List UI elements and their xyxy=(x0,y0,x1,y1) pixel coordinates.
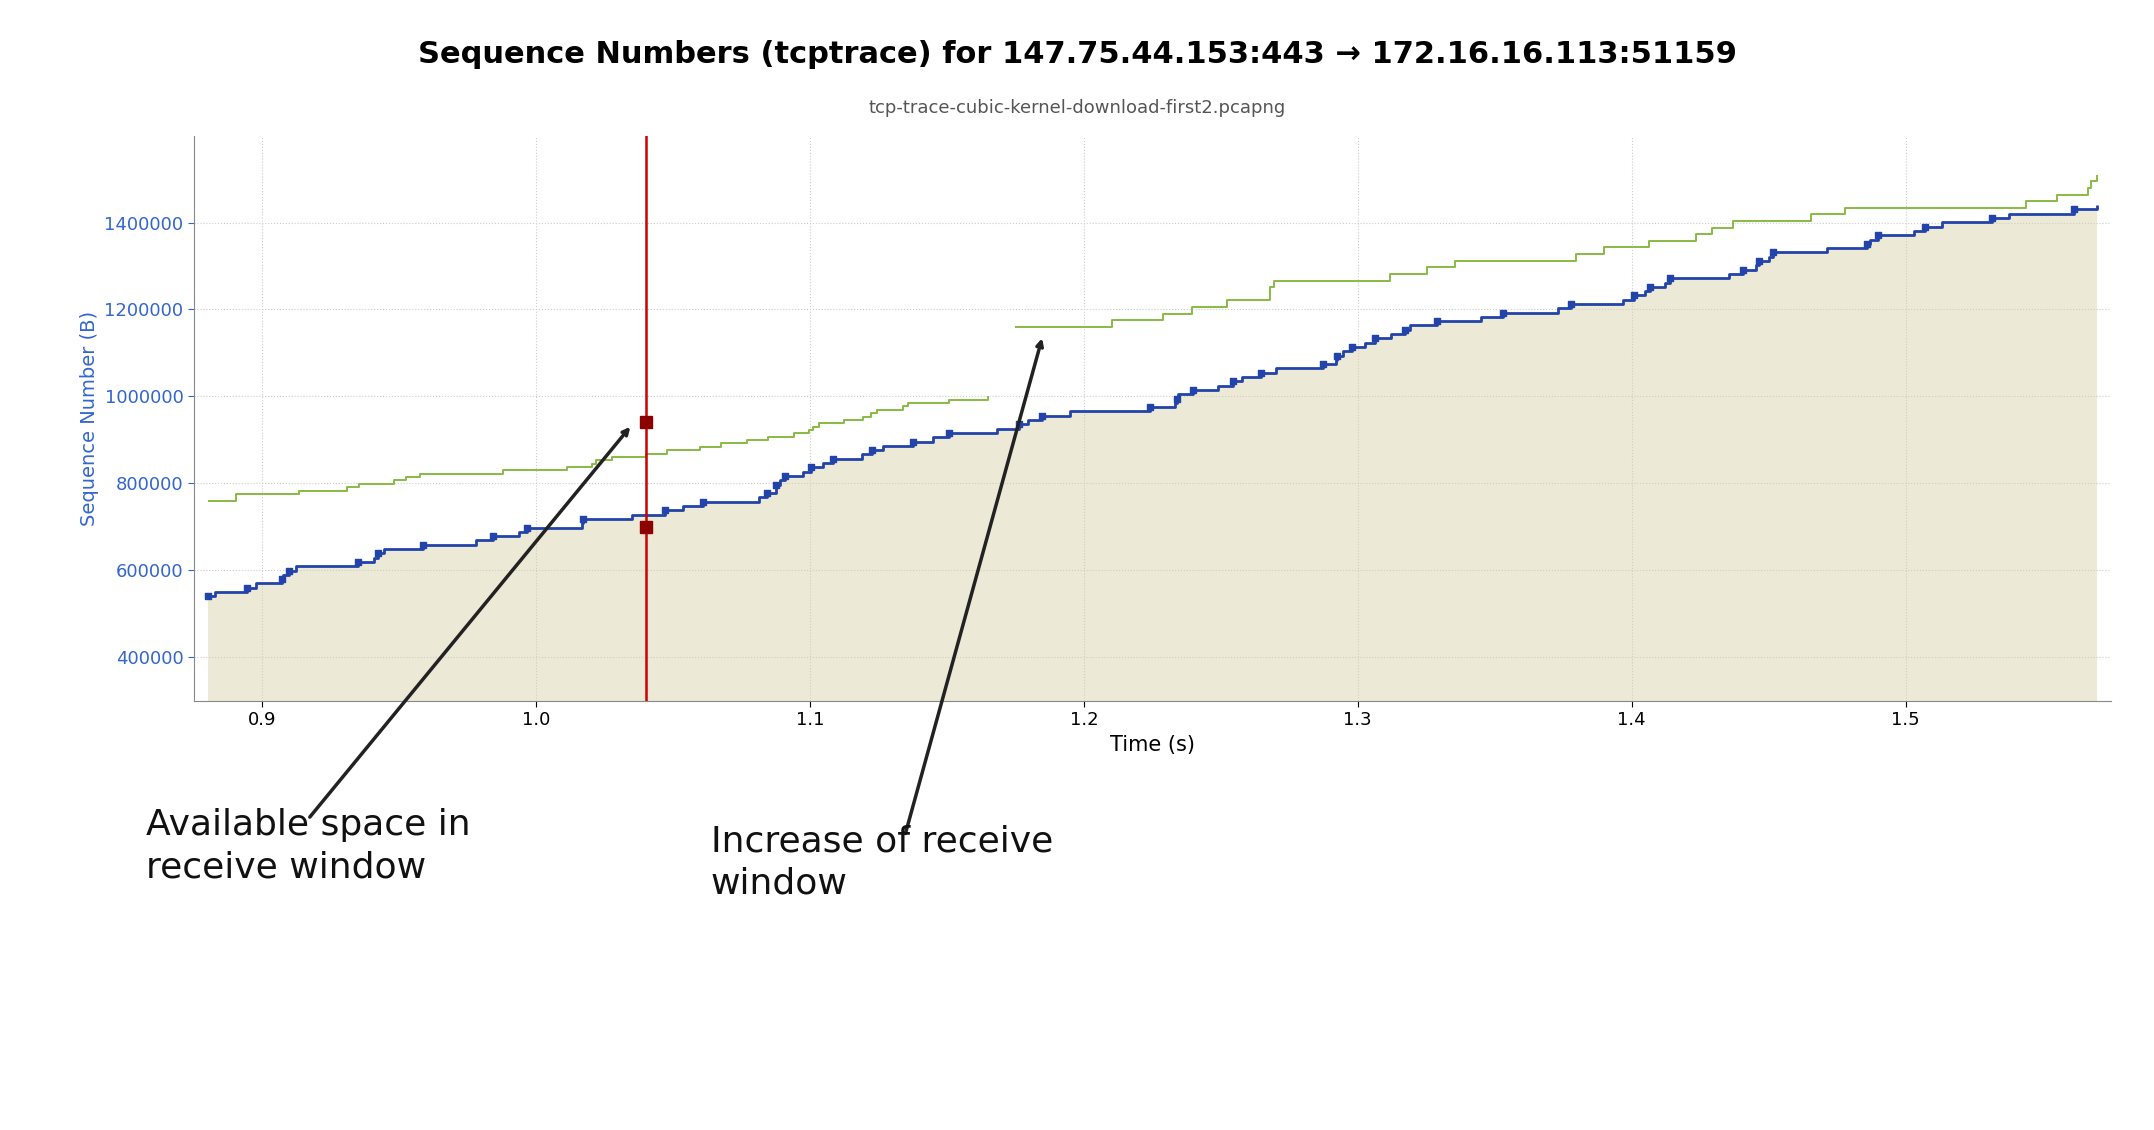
Point xyxy=(1756,243,1790,261)
Point xyxy=(1486,304,1521,322)
Point xyxy=(1335,338,1370,356)
Point xyxy=(265,570,299,588)
Point xyxy=(933,424,967,442)
Point xyxy=(648,502,683,520)
Point xyxy=(1305,355,1340,373)
Y-axis label: Sequence Number (B): Sequence Number (B) xyxy=(80,311,99,525)
Point xyxy=(1633,278,1667,296)
Point xyxy=(758,476,793,494)
Point xyxy=(1419,312,1454,330)
Point xyxy=(1908,218,1943,236)
Point xyxy=(340,553,375,571)
Point xyxy=(405,536,439,554)
Point xyxy=(271,562,306,580)
Point xyxy=(510,519,545,537)
Point xyxy=(567,510,601,528)
Text: tcp-trace-cubic-kernel-download-first2.pcapng: tcp-trace-cubic-kernel-download-first2.p… xyxy=(868,99,1286,118)
Text: Available space in
receive window: Available space in receive window xyxy=(146,808,472,884)
Point xyxy=(1357,329,1391,347)
Point xyxy=(2057,200,2092,218)
Text: Sequence Numbers (tcptrace) for 147.75.44.153:443 → 172.16.16.113:51159: Sequence Numbers (tcptrace) for 147.75.4… xyxy=(418,40,1736,69)
Point xyxy=(685,493,719,511)
Point xyxy=(1387,321,1422,339)
Point xyxy=(1215,372,1249,390)
Point xyxy=(767,467,801,485)
X-axis label: Time (s): Time (s) xyxy=(1109,734,1195,755)
Text: Increase of receive
window: Increase of receive window xyxy=(711,825,1053,901)
Point xyxy=(1320,347,1355,365)
Point xyxy=(793,459,827,477)
Point xyxy=(1555,295,1590,313)
Point xyxy=(1002,416,1036,434)
Point xyxy=(230,579,265,597)
Point xyxy=(1133,398,1167,416)
Point xyxy=(476,527,510,545)
Point xyxy=(1975,209,2010,227)
Point xyxy=(896,433,931,451)
Point xyxy=(814,450,849,468)
Point xyxy=(855,441,890,459)
Point xyxy=(1850,235,1885,253)
Point xyxy=(1616,286,1650,304)
Point xyxy=(1861,226,1896,244)
Point xyxy=(1025,407,1060,425)
Point xyxy=(1176,381,1211,399)
Point xyxy=(190,588,224,606)
Point xyxy=(1245,364,1279,382)
Point xyxy=(1725,261,1760,279)
Point xyxy=(1161,390,1195,408)
Point xyxy=(750,484,784,502)
Point xyxy=(1743,252,1777,270)
Point xyxy=(1652,269,1687,287)
Point xyxy=(362,545,396,563)
